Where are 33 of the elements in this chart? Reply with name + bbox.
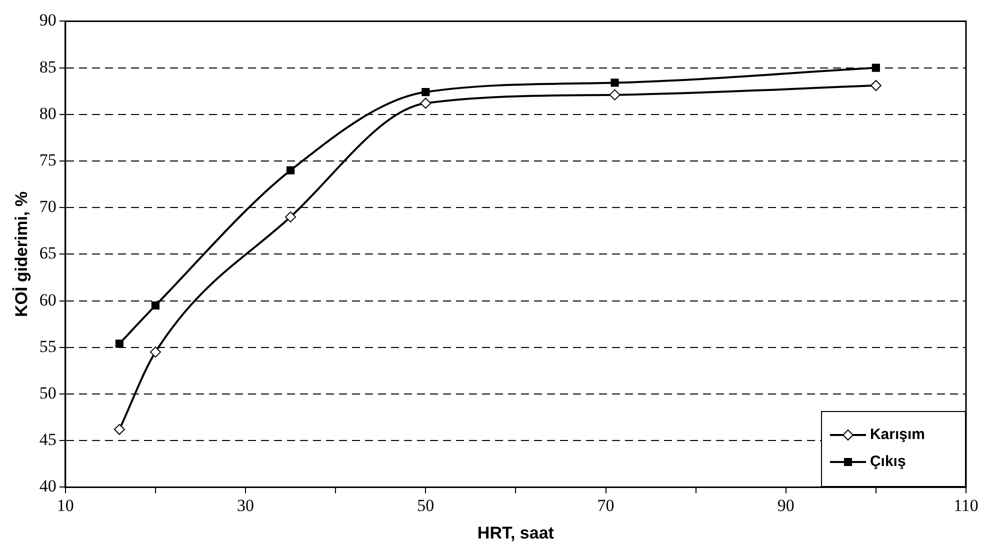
- x-tick-label: 30: [237, 496, 254, 515]
- point: [151, 301, 160, 310]
- point: [870, 80, 882, 92]
- legend-label: Çıkış: [870, 453, 906, 470]
- y-tick-label: 55: [39, 336, 56, 356]
- y-tick-label: 45: [39, 430, 56, 450]
- point: [872, 64, 880, 72]
- y-tick-label: 75: [39, 150, 56, 170]
- point: [422, 88, 430, 96]
- y-tick-label: 65: [39, 244, 56, 263]
- point: [286, 166, 295, 174]
- y-tick-label: 80: [39, 104, 56, 123]
- x-tick-label: 70: [597, 496, 614, 515]
- point: [420, 98, 432, 109]
- point: [115, 340, 124, 348]
- point: [610, 78, 619, 87]
- x-axis-title: HRT, saat: [477, 523, 554, 542]
- y-tick-label: 90: [39, 10, 56, 30]
- y-axis-title: KOİ giderimi, %: [12, 191, 31, 318]
- y-tick-label: 60: [39, 290, 56, 310]
- x-tick-label: 10: [56, 496, 74, 515]
- x-tick-label: 50: [417, 496, 434, 515]
- point: [114, 424, 125, 435]
- point: [285, 211, 296, 222]
- x-tick-label: 110: [954, 496, 978, 515]
- y-tick-label: 40: [39, 476, 56, 496]
- y-tick-label: 85: [39, 57, 56, 76]
- point: [609, 89, 620, 100]
- point: [150, 346, 161, 358]
- legend-label: Karışım: [870, 426, 925, 444]
- x-tick-label: 90: [777, 496, 794, 515]
- y-tick-label: 50: [39, 383, 56, 402]
- y-tick-label: 70: [39, 197, 56, 216]
